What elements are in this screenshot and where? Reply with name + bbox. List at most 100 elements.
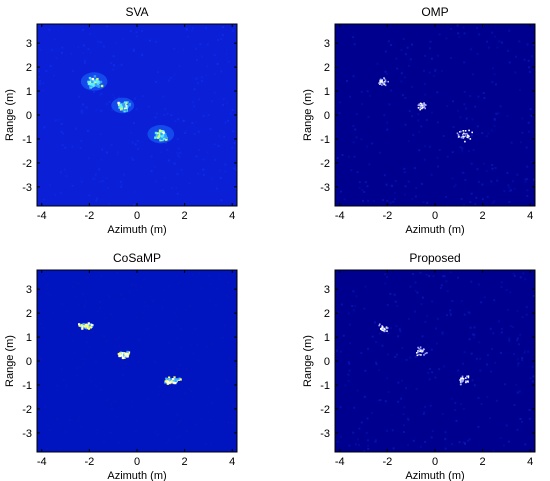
heatmap-cell	[83, 62, 86, 64]
heatmap-cell	[130, 405, 133, 408]
heatmap-cell	[494, 361, 497, 364]
heatmap-cell	[210, 342, 213, 345]
heatmap-cell	[44, 405, 47, 408]
heatmap-cell	[436, 91, 439, 94]
heatmap-cell	[530, 161, 533, 163]
heatmap-cell	[94, 173, 97, 176]
target-pixel	[466, 375, 468, 378]
heatmap-cell	[175, 307, 178, 310]
heatmap-cell	[518, 40, 521, 43]
heatmap-cell	[41, 296, 44, 299]
heatmap-cell	[176, 173, 179, 176]
heatmap-cell	[470, 352, 473, 355]
heatmap-cell	[179, 359, 182, 361]
heatmap-cell	[89, 380, 92, 383]
heatmap-cell	[454, 409, 457, 412]
heatmap-cell	[401, 94, 404, 97]
heatmap-cell	[449, 313, 452, 316]
target-pixel	[382, 328, 384, 330]
heatmap-cell	[78, 95, 81, 98]
heatmap-cell	[132, 50, 135, 52]
heatmap-background	[335, 24, 535, 206]
heatmap-cell	[52, 345, 55, 348]
target-pixel	[96, 80, 99, 83]
heatmap-cell	[173, 73, 176, 76]
target-pixel	[90, 323, 93, 326]
heatmap-cell	[450, 28, 452, 30]
x-tick-label: 0	[432, 210, 438, 222]
target-pixel	[416, 354, 419, 357]
target-pixel	[162, 131, 165, 135]
heatmap-cell	[508, 189, 511, 192]
heatmap-cell	[60, 51, 63, 54]
heatmap-cell	[45, 447, 48, 450]
heatmap-cell	[451, 151, 454, 154]
target-pixel	[82, 323, 85, 326]
heatmap-cell	[347, 373, 350, 376]
heatmap-cell	[438, 368, 441, 371]
heatmap-cell	[214, 304, 217, 307]
heatmap-cell	[176, 152, 179, 154]
target-pixel	[384, 328, 386, 330]
heatmap-cell	[424, 405, 427, 408]
target-pixel	[467, 380, 469, 382]
heatmap-cell	[387, 332, 390, 335]
heatmap-cell	[153, 298, 156, 301]
heatmap-cell	[193, 88, 196, 91]
heatmap-cell	[63, 283, 66, 286]
heatmap-cell	[420, 182, 423, 185]
heatmap-cell	[347, 312, 350, 315]
heatmap-cell	[129, 29, 132, 32]
heatmap-cell	[220, 70, 223, 73]
heatmap-cell	[483, 97, 486, 100]
target-pixel	[168, 376, 171, 379]
heatmap-cell	[135, 31, 138, 34]
heatmap-cell	[211, 177, 214, 180]
heatmap-cell	[435, 342, 438, 345]
heatmap-cell	[526, 189, 529, 192]
target-pixel	[87, 80, 90, 84]
heatmap-cell	[179, 346, 182, 349]
target-pixel	[462, 137, 465, 139]
heatmap-cell	[235, 373, 237, 375]
heatmap-cell	[213, 91, 216, 94]
target-pixel	[424, 107, 426, 110]
heatmap-cell	[430, 111, 433, 114]
heatmap-cell	[386, 429, 388, 432]
heatmap-cell	[131, 157, 134, 160]
heatmap-cell	[218, 274, 221, 276]
y-axis-label: Range (m)	[302, 335, 314, 387]
target-pixel	[466, 132, 468, 135]
heatmap-cell	[358, 181, 361, 184]
heatmap-cell	[86, 275, 89, 278]
heatmap-cell	[68, 418, 71, 421]
target-pixel	[465, 381, 467, 384]
heatmap-cell	[386, 353, 389, 356]
heatmap-cell	[216, 388, 219, 391]
heatmap-cell	[172, 387, 175, 389]
heatmap-cell	[133, 190, 136, 193]
heatmap-cell	[43, 198, 46, 201]
x-tick-label: 4	[229, 456, 235, 468]
heatmap-cell	[428, 378, 431, 381]
heatmap-cell	[232, 29, 235, 32]
target-pixel	[380, 328, 382, 330]
heatmap-cell	[361, 103, 364, 106]
heatmap-cell	[167, 403, 170, 406]
heatmap-cell	[186, 35, 189, 38]
target-pixel	[158, 133, 161, 136]
heatmap-cell	[105, 399, 108, 402]
heatmap-cell	[353, 155, 356, 158]
x-tick-label: -4	[37, 456, 47, 468]
heatmap-cell	[95, 109, 98, 112]
heatmap-cell	[65, 175, 68, 177]
target-pixel	[126, 350, 129, 353]
heatmap-cell	[177, 324, 180, 326]
target-pixel	[385, 326, 388, 329]
heatmap-cell	[200, 55, 203, 58]
target-pixel	[164, 380, 167, 383]
target-pixel	[423, 106, 426, 108]
heatmap-cell	[524, 278, 527, 281]
heatmap-cell	[184, 132, 187, 135]
